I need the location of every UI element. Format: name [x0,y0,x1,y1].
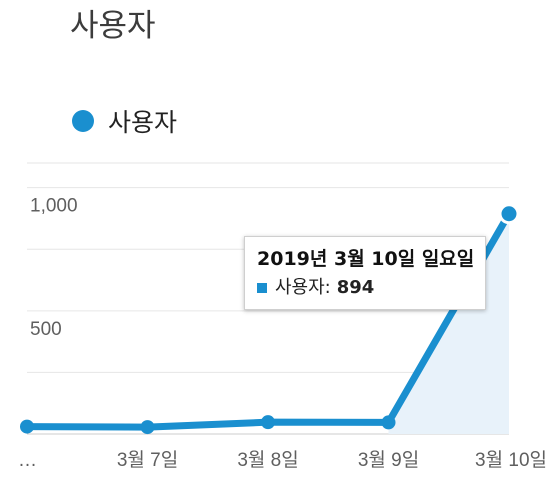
data-point [140,420,155,435]
data-point [20,419,34,434]
tooltip-value-row: 사용자: 894 [257,275,473,301]
x-tick-label: 3월 9일 [358,449,419,471]
data-tooltip: 2019년 3월 10일 일요일 사용자: 894 [244,236,486,310]
data-points-layer [20,203,520,435]
data-point-highlighted [498,203,520,225]
x-tick-label: … [18,450,37,471]
x-tick-label: 3월 7일 [117,449,178,471]
tooltip-value: 894 [336,277,375,298]
tooltip-date: 2019년 3월 10일 일요일 [257,248,475,270]
y-tick-label: 1,000 [30,196,78,217]
x-tick-label: 3월 10일 [475,449,547,471]
legend-label-users: 사용자 [108,108,178,137]
chart-title: 사용자 [70,8,156,44]
y-axis-ticks: 500 1,000 [30,196,78,340]
tooltip-series-label: 사용자: [275,277,331,298]
x-axis-ticks: … 3월 7일 3월 8일 3월 9일 3월 10일 [18,449,547,471]
legend-marker-users [72,110,94,132]
chart-legend[interactable]: 사용자 [72,104,177,138]
x-tick-label: 3월 8일 [237,449,298,471]
y-tick-label: 500 [30,319,62,340]
data-point [261,415,275,430]
tooltip-series-swatch [257,283,267,293]
data-point [381,415,396,430]
